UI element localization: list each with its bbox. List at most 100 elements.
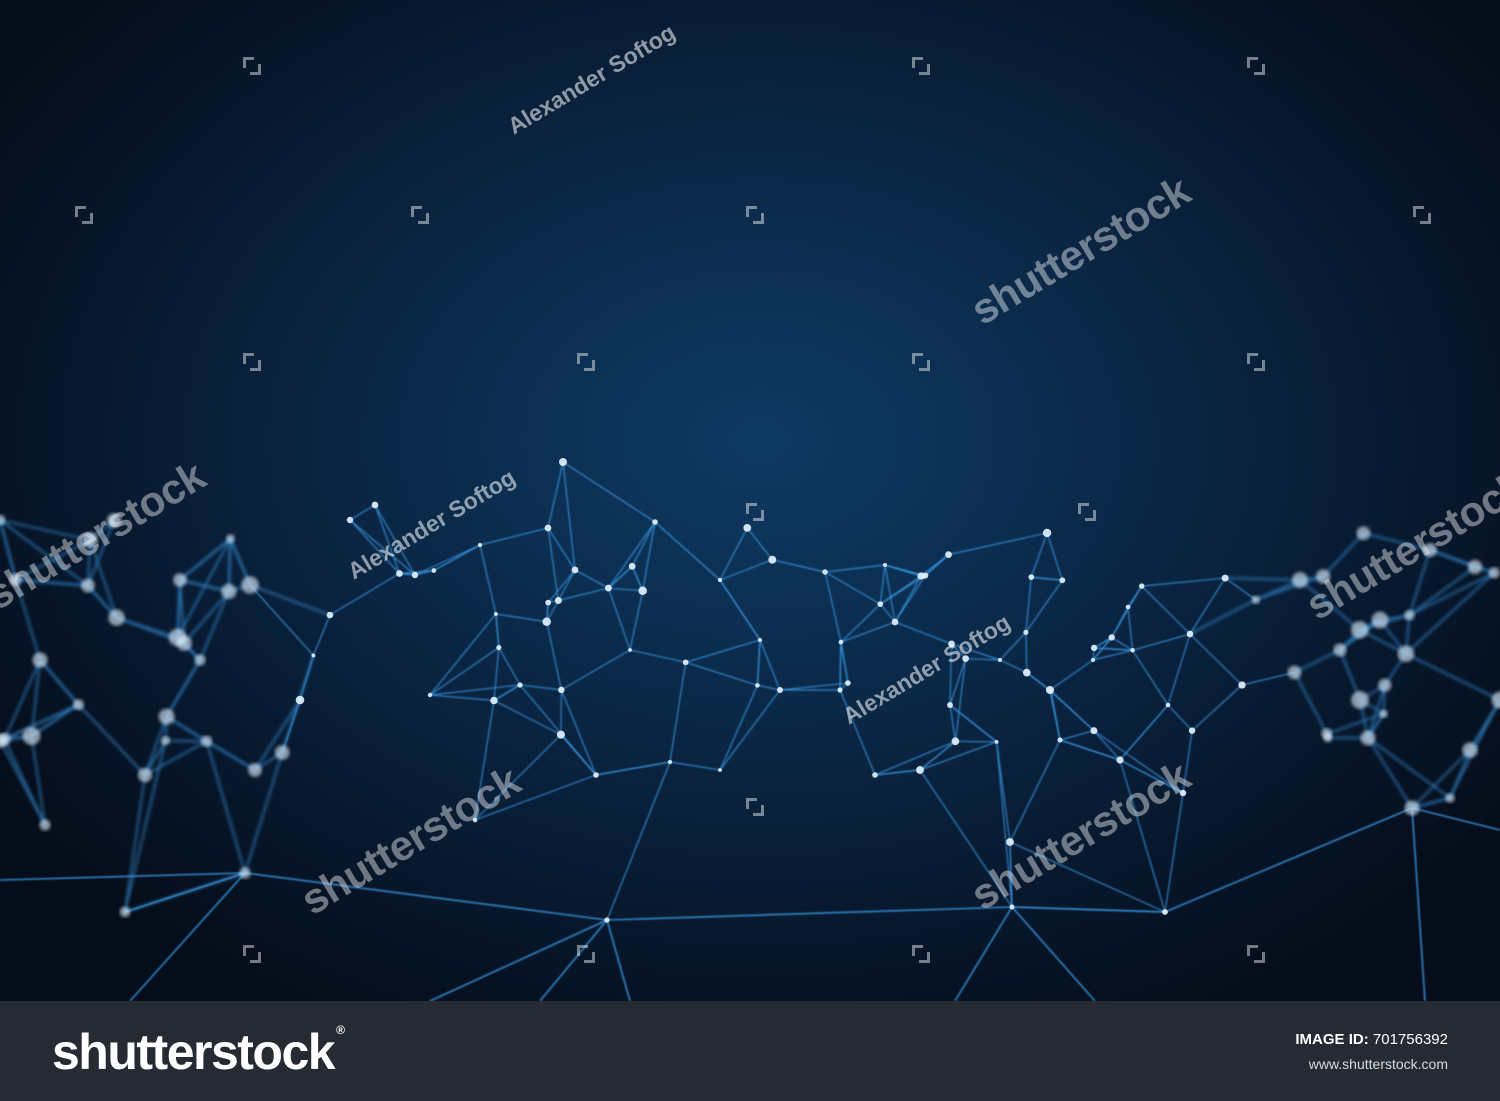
plexus-line [606,761,671,921]
watermark-mark-icon [1247,57,1265,75]
plexus-line [30,703,80,738]
plexus-line [1366,737,1414,809]
watermark-mark-icon [1247,353,1265,371]
plexus-node [1138,583,1145,589]
plexus-line [479,527,549,546]
plexus-line [429,684,521,696]
plexus-line [244,872,608,921]
plexus-node [82,532,98,548]
plexus-node [755,683,760,688]
plexus-line [840,603,881,643]
plexus-line [840,642,849,684]
plexus-node [948,640,955,648]
plexus-line [1092,637,1113,661]
plexus-line [919,741,997,771]
plexus-node [1108,634,1115,641]
plexus-line [1046,532,1063,581]
plexus-line [606,906,1013,921]
plexus-node [1323,733,1333,743]
plexus-line [3,703,80,741]
plexus-line [165,659,202,718]
plexus-node [1186,630,1194,638]
plexus-node [947,702,953,708]
plexus-line [1167,633,1191,706]
plexus-node [1090,657,1096,663]
plexus-node [137,767,153,783]
plexus-line [949,643,953,706]
plexus-line [495,613,547,623]
watermark-mark-icon [243,57,261,75]
plexus-node [295,695,305,705]
plexus-line [495,613,500,648]
plexus-line [1408,566,1476,617]
plexus-line [1132,649,1169,706]
plexus-line [429,647,500,696]
plexus-line [1025,632,1028,673]
plexus-node [346,516,354,524]
plexus-node [0,732,11,746]
plexus-line [227,538,232,592]
watermark-mark-icon [243,945,261,963]
plexus-line [1255,575,1324,601]
plexus-line [1293,648,1341,674]
plexus-line [631,566,644,592]
plexus-node [638,586,647,596]
plexus-line [374,504,416,576]
plexus-line [1164,807,1413,913]
plexus-line [205,740,247,874]
plexus-node [667,759,673,765]
plexus-node [1397,645,1415,662]
plexus-line [955,740,997,743]
plexus-line [243,752,284,874]
plexus-line [299,655,314,701]
plexus-line [719,559,773,581]
plexus-node [768,555,777,564]
plexus-node [0,514,6,526]
plexus-node [477,542,483,548]
plexus-line [1093,636,1113,649]
plexus-node [777,687,783,693]
plexus-node [1371,611,1389,629]
plexus-line [374,504,400,574]
plexus-line [547,527,576,571]
plexus-line [15,538,91,581]
plexus-line [1141,577,1226,587]
plexus-node [1125,604,1131,610]
plexus-line [965,657,1001,661]
plexus-line [719,527,748,581]
plexus-node [248,763,262,777]
plexus-line [1111,636,1133,651]
plexus-line [954,658,967,742]
plexus-line [281,699,301,753]
image-id-value: 701756392 [1372,1031,1448,1048]
plexus-line [14,579,42,661]
watermark-mark-icon [577,945,595,963]
plexus-node [1378,678,1392,692]
plexus-line [547,527,559,601]
shutterstock-logo: shutterstock ® [52,1023,345,1081]
plexus-line [1059,739,1121,761]
plexus-line [654,521,721,581]
plexus-node [1042,528,1052,538]
plexus-line [1191,684,1243,732]
plexus-line [1224,577,1257,601]
plexus-node [556,730,565,739]
plexus-node [73,699,84,711]
plexus-line [1025,577,1032,633]
plexus-node [1292,572,1308,588]
plexus-node [173,573,187,587]
plexus-node [544,524,552,532]
plexus-line [562,461,656,523]
plexus-line [123,740,167,913]
plexus-line [1299,579,1361,631]
plexus-line [1429,548,1495,574]
watermark-mark-icon [1078,503,1096,521]
plexus-line [824,571,842,643]
plexus-line [1119,759,1166,913]
plexus-line [560,689,597,776]
plexus-line [206,740,256,772]
plexus-node [571,566,579,574]
plexus-line [757,684,781,691]
plexus-line [595,761,671,776]
plexus-line [329,572,400,616]
